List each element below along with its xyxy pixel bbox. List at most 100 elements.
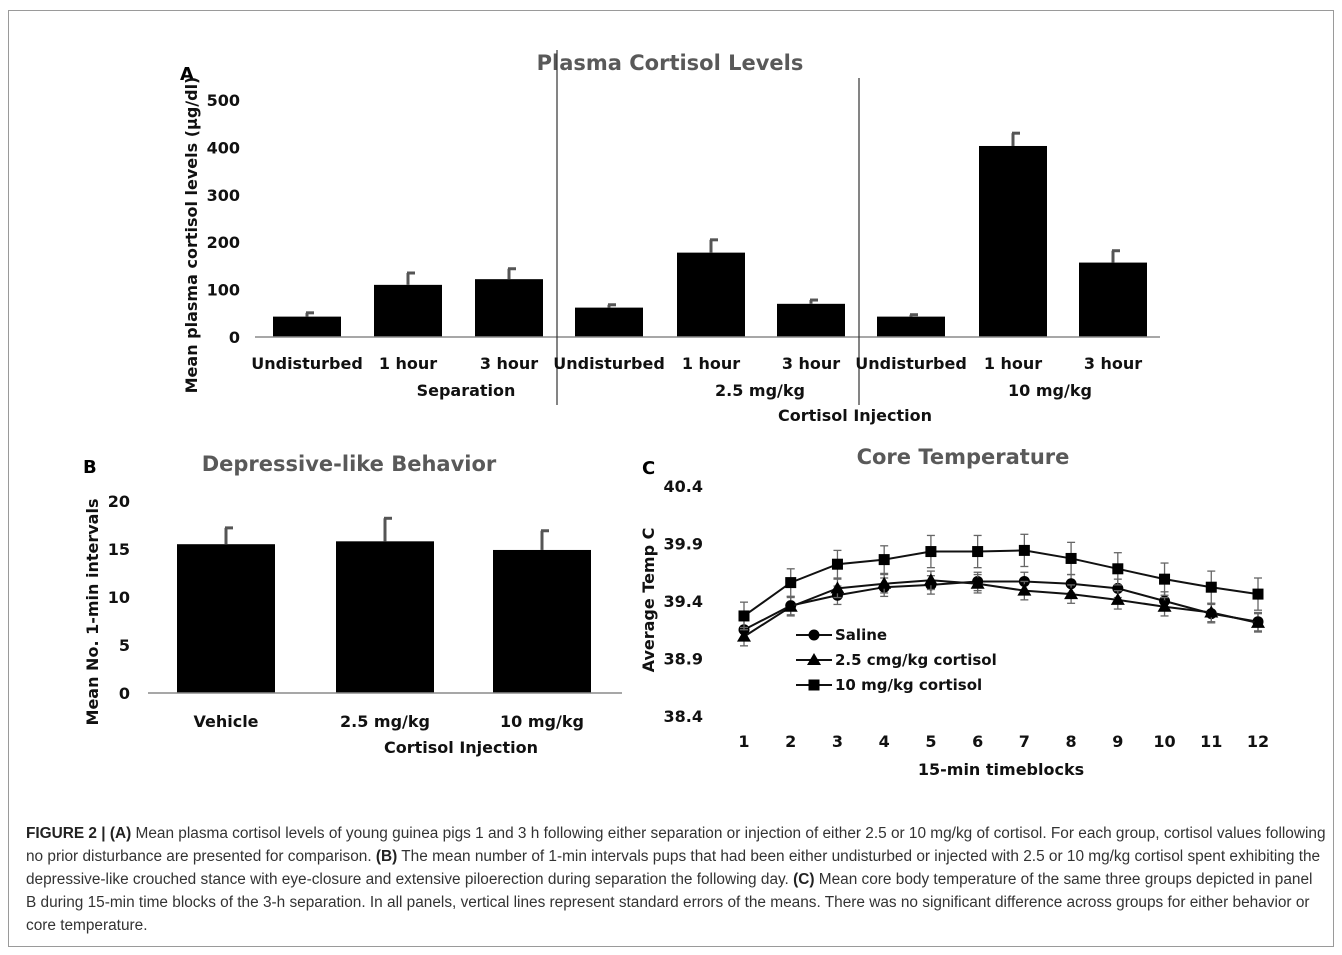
- chart-c-series-line: [743, 579, 1259, 638]
- caption-b-label: (B): [375, 848, 398, 865]
- chart-c-point: [972, 546, 984, 558]
- figure-canvas: A Plasma Cortisol Levels Mean plasma cor…: [83, 50, 1269, 779]
- panel-b: B Depressive-like Behavior Mean No. 1-mi…: [83, 452, 622, 757]
- chart-c-point: [1159, 573, 1171, 585]
- chart-c-ytick-label: 38.9: [664, 650, 703, 669]
- chart-c-ytick-label: 38.4: [664, 707, 703, 726]
- chart-c-point: [783, 599, 798, 612]
- chart-c-xtick-label: 3: [832, 732, 843, 751]
- chart-c-xlabel: 15-min timeblocks: [918, 760, 1084, 779]
- panel-c: C Core Temperature Average Temp C 38.438…: [639, 445, 1269, 779]
- chart-b-error-bar: [224, 526, 233, 545]
- chart-c-point: [1251, 615, 1265, 628]
- chart-a-error-bar: [305, 311, 314, 317]
- chart-b-yticks: 0 5 10 15 20: [108, 492, 130, 703]
- chart-a-error-bar: [1111, 249, 1120, 263]
- chart-c-legend-item: 10 mg/kg cortisol: [796, 676, 982, 694]
- chart-c-point: [831, 558, 843, 570]
- chart-a-group-label: 10 mg/kg: [1008, 381, 1092, 400]
- chart-c-series-line: [743, 580, 1259, 631]
- chart-a-category-label: Undisturbed: [251, 354, 363, 373]
- chart-c-point: [878, 554, 890, 566]
- chart-a-error-bar: [406, 271, 415, 285]
- panel-a-letter: A: [180, 64, 194, 85]
- chart-a-bar: [374, 284, 442, 337]
- chart-b-error-bar: [540, 529, 549, 550]
- panel-b-letter: B: [83, 457, 97, 478]
- chart-c-ytick-label: 39.4: [664, 592, 703, 611]
- chart-c-point: [738, 610, 750, 622]
- chart-c-xtick-label: 11: [1200, 732, 1222, 751]
- chart-a-ylabel: Mean plasma cortisol levels (µg/dl): [182, 77, 201, 394]
- chart-c-xtick-label: 6: [972, 732, 983, 751]
- chart-a-bar: [1079, 262, 1147, 337]
- chart-a-supergroup-label: Cortisol Injection: [778, 406, 932, 425]
- chart-a-group-label: 2.5 mg/kg: [715, 381, 805, 400]
- chart-c-series: [737, 533, 1265, 647]
- chart-a-bar: [777, 303, 845, 337]
- chart-b-category-label: 10 mg/kg: [500, 712, 584, 731]
- chart-c-point: [1204, 605, 1219, 618]
- chart-b-bars: [148, 516, 622, 694]
- chart-b-ytick-label: 5: [119, 636, 130, 655]
- chart-a-group-label: Separation: [417, 381, 516, 400]
- chart-c-legend-label: 10 mg/kg cortisol: [835, 676, 982, 694]
- chart-c-xtick-label: 12: [1247, 732, 1269, 751]
- panel-c-letter: C: [642, 458, 655, 479]
- chart-b-bar: [493, 549, 591, 693]
- chart-b-bar: [336, 541, 434, 693]
- chart-c-legend: Saline 2.5 cmg/kg cortisol 10 mg/kg cortis…: [796, 626, 997, 694]
- chart-a-yticks: 0 100 200 300 400 500: [207, 91, 240, 347]
- chart-a-category-label: 3 hour: [480, 354, 538, 373]
- chart-b-xlabel: Cortisol Injection: [384, 738, 538, 757]
- chart-a-category-label: 3 hour: [1084, 354, 1142, 373]
- chart-c-legend-marker: [808, 629, 820, 641]
- chart-c-legend-item: Saline: [796, 626, 887, 644]
- chart-b-ytick-label: 20: [108, 492, 130, 511]
- figure-frame: [8, 10, 1334, 947]
- chart-c-point: [877, 576, 892, 589]
- chart-c-point: [1065, 552, 1077, 564]
- chart-a-category-label: 1 hour: [984, 354, 1042, 373]
- chart-a-bar: [575, 307, 643, 337]
- chart-c-xtick-label: 10: [1153, 732, 1175, 751]
- chart-b-ytick-label: 15: [108, 540, 130, 559]
- chart-c-legend-label: 2.5 cmg/kg cortisol: [835, 651, 997, 669]
- chart-c-point: [1110, 592, 1125, 605]
- figure-caption: FIGURE 2 | (A) Mean plasma cortisol leve…: [26, 822, 1326, 937]
- chart-c-point: [925, 546, 937, 558]
- chart-c-yticks: 38.4 38.9 39.4 39.9 40.4: [664, 477, 703, 726]
- chart-b-ylabel: Mean No. 1-min intervals: [83, 499, 102, 726]
- caption-figure-label: FIGURE 2 |: [26, 825, 106, 842]
- chart-a-ytick-label: 200: [207, 233, 240, 252]
- chart-a-ytick-label: 500: [207, 91, 240, 110]
- chart-c-legend-item: 2.5 cmg/kg cortisol: [796, 651, 997, 669]
- chart-a-error-bar: [607, 303, 616, 308]
- chart-a-error-bar: [809, 298, 818, 304]
- chart-b-ytick-label: 0: [119, 684, 130, 703]
- chart-c-title: Core Temperature: [857, 445, 1070, 469]
- chart-a-xlabels: Undisturbed 1 hour 3 hour Separation Undistu…: [251, 354, 1142, 400]
- chart-c-xtick-label: 8: [1066, 732, 1077, 751]
- chart-b-error-bar: [383, 516, 392, 542]
- chart-a-ytick-label: 300: [207, 186, 240, 205]
- chart-c-xtick-label: 7: [1019, 732, 1030, 751]
- chart-c-series-line: [743, 549, 1259, 617]
- chart-b-title: Depressive-like Behavior: [202, 452, 497, 476]
- chart-c-point: [1065, 578, 1077, 590]
- chart-b-category-label: Vehicle: [193, 712, 258, 731]
- chart-c-point: [923, 573, 938, 586]
- chart-a-ytick-label: 400: [207, 138, 240, 157]
- chart-a-bars: [255, 50, 1160, 405]
- chart-c-point: [1205, 581, 1217, 593]
- caption-c-text: Mean core body temperature of the same t…: [26, 871, 1313, 934]
- chart-b-category-label: 2.5 mg/kg: [340, 712, 430, 731]
- chart-c-point: [1018, 544, 1030, 556]
- chart-a-category-label: 3 hour: [782, 354, 840, 373]
- chart-c-xtick-label: 1: [738, 732, 749, 751]
- chart-c-ylabel: Average Temp C: [639, 528, 658, 673]
- chart-c-legend-marker: [808, 679, 820, 691]
- chart-a-bar: [877, 316, 945, 337]
- chart-a-category-label: Undisturbed: [855, 354, 967, 373]
- chart-c-xtick-label: 4: [879, 732, 890, 751]
